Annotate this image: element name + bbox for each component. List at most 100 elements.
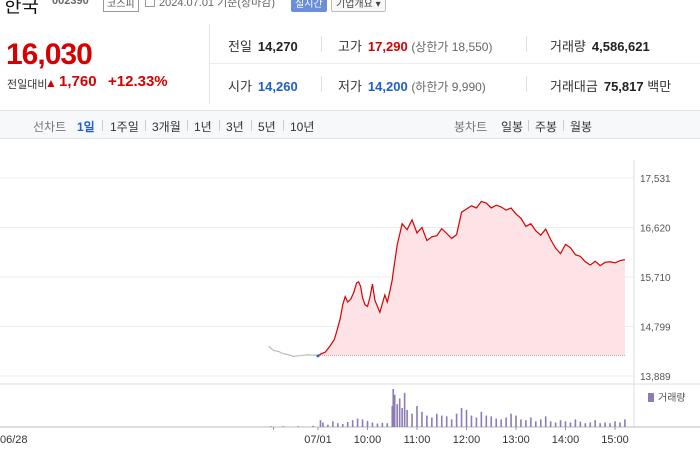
volume-bar xyxy=(361,419,364,427)
volume-bar xyxy=(337,423,339,427)
volume-bar xyxy=(356,418,359,427)
volume-bar xyxy=(371,422,374,427)
change-label: 전일대비 xyxy=(7,79,48,91)
tab-10-years[interactable]: 10년 xyxy=(290,120,315,134)
tab-1-week[interactable]: 1주일 xyxy=(110,120,139,134)
x-tick-label: 10:00 xyxy=(354,434,382,446)
stats-row-1: 전일 14,270 고가 17,290 (상한가 18,550) 거래량 4,586,… xyxy=(210,24,700,64)
base-date-text: 2024.07.01 기준(장마감) xyxy=(159,0,276,9)
realtime-button[interactable]: 실시간 xyxy=(291,0,327,12)
volume-bar xyxy=(396,404,398,427)
volume-bar xyxy=(282,426,285,427)
volume-legend-label: 거래량 xyxy=(658,392,686,404)
up-arrow-icon: ▲ xyxy=(45,76,57,90)
volume-bar xyxy=(455,413,458,427)
volume-bar xyxy=(490,416,493,427)
x-tick-label: 14:00 xyxy=(552,434,580,446)
y-tick-label: 14,799 xyxy=(640,323,671,334)
x-tick-label: 13:00 xyxy=(502,434,530,446)
current-price: 16,030 xyxy=(6,38,93,71)
volume-bar xyxy=(510,413,512,427)
volume-bar xyxy=(559,420,562,427)
prev-close: 전일 14,270 xyxy=(228,39,298,54)
divider xyxy=(187,120,188,131)
tab-3-months[interactable]: 3개월 xyxy=(152,120,181,134)
volume-bar xyxy=(381,422,384,427)
x-tick-label: 12:00 xyxy=(453,434,481,446)
volume-bar xyxy=(401,408,403,427)
volume-bar xyxy=(539,419,542,427)
divider xyxy=(321,36,322,52)
tab-weekly-candle[interactable]: 주봉 xyxy=(535,120,558,134)
chart-period-tabs: 선차트 1일 1주일 3개월 1년 3년 5년 10년 봉차트 일봉 주봉 월봉 xyxy=(0,110,700,139)
volume-bar xyxy=(564,421,567,427)
y-tick-label: 13,889 xyxy=(640,372,671,383)
x-tick-label: 11:00 xyxy=(404,434,431,446)
tab-1-year[interactable]: 1년 xyxy=(194,120,212,134)
volume-bar xyxy=(505,417,507,427)
divider xyxy=(526,76,527,92)
volume-bar xyxy=(270,426,272,427)
volume-bar xyxy=(322,422,324,427)
x-tick-label: 06/28 xyxy=(0,434,28,446)
volume-bar xyxy=(403,392,406,427)
volume-bar xyxy=(579,421,582,427)
divider xyxy=(251,120,252,131)
volume-bar xyxy=(376,423,379,427)
volume-bar xyxy=(619,422,621,427)
tab-daily-candle[interactable]: 일봉 xyxy=(501,120,524,134)
volume-legend-swatch xyxy=(648,393,654,402)
volume-bar xyxy=(470,415,473,427)
volume-bar xyxy=(460,408,463,427)
volume-bar xyxy=(346,422,349,427)
tab-monthly-candle[interactable]: 월봉 xyxy=(570,120,593,134)
volume-bar xyxy=(436,413,438,427)
volume-bar xyxy=(624,419,626,427)
volume-bar xyxy=(398,398,401,427)
volume-bar xyxy=(574,419,577,427)
volume-bar xyxy=(475,417,478,427)
y-tick-label: 16,620 xyxy=(640,224,671,235)
volume-bar xyxy=(530,417,532,427)
divider xyxy=(321,76,322,92)
volume-bar xyxy=(500,419,502,427)
change-rate: +12.33% xyxy=(108,73,168,90)
volume-bar xyxy=(495,418,497,427)
tab-5-years[interactable]: 5년 xyxy=(258,120,276,134)
x-tick-label: 07/01 xyxy=(304,434,332,446)
volume-bar xyxy=(416,406,418,427)
open-point xyxy=(316,354,320,358)
y-tick-label: 17,531 xyxy=(640,174,671,185)
volume-bar xyxy=(297,426,299,427)
volume-bar xyxy=(327,424,329,427)
volume-bar xyxy=(520,419,522,427)
stats-row-2: 시가 14,260 저가 14,200 (하한가 9,990) 거래대금 75,817… xyxy=(210,64,700,104)
calendar-icon xyxy=(145,0,155,7)
tab-3-years[interactable]: 3년 xyxy=(226,120,244,134)
volume-bar xyxy=(406,409,408,427)
volume-bar xyxy=(393,394,396,427)
divider xyxy=(526,36,527,52)
prev-day-line xyxy=(268,345,318,357)
volume-bar xyxy=(386,423,389,427)
price-line xyxy=(317,200,626,357)
divider xyxy=(219,120,220,131)
volume-bar xyxy=(445,416,448,427)
market-badge: 코스피 xyxy=(103,0,139,12)
volume-bar xyxy=(549,421,552,427)
company-info-button[interactable]: 기업개요 ▾ xyxy=(331,0,386,12)
volume-bar xyxy=(312,425,314,427)
volume-bar xyxy=(450,419,453,427)
volume-bar xyxy=(614,421,616,427)
tab-1-day[interactable]: 1일 xyxy=(77,120,95,134)
divider xyxy=(102,120,103,131)
volume-bar xyxy=(544,416,547,427)
x-tick-label: 15:00 xyxy=(601,434,629,446)
price-stats: 전일 14,270 고가 17,290 (상한가 18,550) 거래량 4,586,… xyxy=(209,24,700,104)
price-chart-svg[interactable]: 17,531 16,620 15,710 14,799 13,889 거래량 06/28 07… xyxy=(0,140,700,450)
price-chart[interactable]: 17,531 16,620 15,710 14,799 13,889 거래량 06/28 07… xyxy=(0,140,700,450)
volume-bar xyxy=(525,420,527,427)
open-price: 시가 14,260 xyxy=(228,79,298,94)
volume-bar xyxy=(332,421,334,427)
volume-bar xyxy=(554,422,557,427)
